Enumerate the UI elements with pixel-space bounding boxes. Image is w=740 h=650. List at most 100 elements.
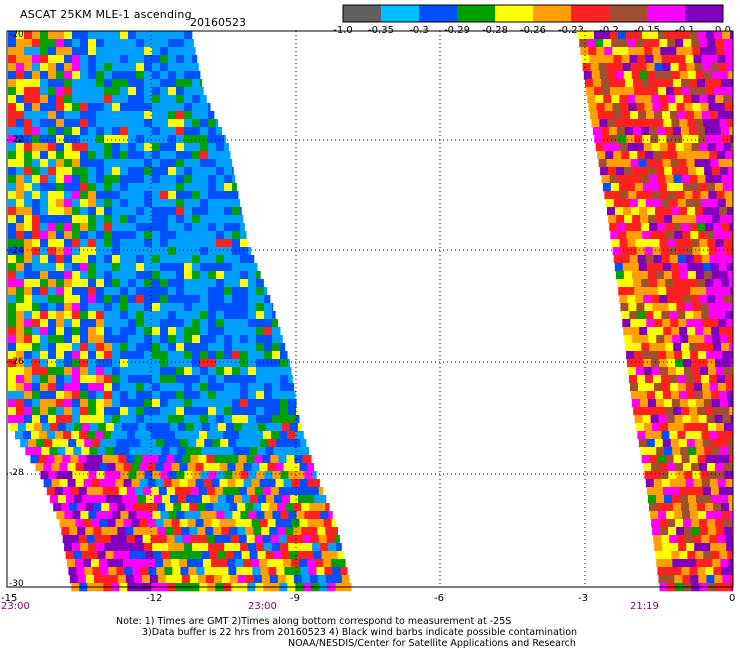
- data-cell: [662, 63, 671, 72]
- data-cell: [148, 439, 157, 448]
- data-cell: [689, 223, 698, 232]
- data-cell: [204, 439, 213, 448]
- data-cell: [160, 263, 169, 272]
- data-cell: [40, 343, 49, 352]
- data-cell: [8, 207, 17, 216]
- data-cell: [682, 31, 691, 40]
- data-cell: [677, 431, 686, 440]
- data-cell: [160, 231, 169, 240]
- data-cell: [256, 263, 258, 272]
- data-cell: [216, 239, 225, 248]
- data-cell: [635, 295, 644, 304]
- data-cell: [77, 503, 86, 512]
- data-cell: [25, 423, 35, 432]
- data-cell: [654, 439, 664, 448]
- data-cell: [200, 135, 209, 144]
- data-cell: [184, 407, 193, 416]
- data-cell: [663, 271, 673, 280]
- data-cell: [56, 239, 65, 248]
- data-cell: [240, 343, 249, 352]
- data-cell: [168, 295, 177, 304]
- data-cell: [40, 175, 49, 184]
- data-cell: [224, 375, 233, 384]
- data-cell: [104, 207, 113, 216]
- data-cell: [184, 399, 193, 408]
- data-cell: [604, 191, 613, 200]
- data-cell: [612, 103, 621, 112]
- data-cell: [184, 151, 193, 160]
- data-cell: [81, 447, 90, 456]
- data-cell: [703, 551, 712, 560]
- data-cell: [104, 263, 113, 272]
- data-cell: [224, 199, 233, 208]
- data-cell: [171, 463, 180, 472]
- data-cell: [16, 215, 25, 224]
- data-cell: [726, 439, 734, 448]
- data-cell: [717, 311, 726, 320]
- data-cell: [674, 135, 683, 144]
- data-cell: [724, 247, 733, 256]
- data-cell: [88, 255, 97, 264]
- data-cell: [136, 303, 145, 312]
- data-cell: [331, 519, 336, 528]
- data-cell: [625, 223, 634, 232]
- data-cell: [728, 495, 734, 504]
- data-cell: [206, 455, 215, 464]
- data-cell: [144, 247, 153, 256]
- data-cell: [723, 519, 732, 528]
- data-cell: [128, 343, 137, 352]
- data-cell: [660, 103, 669, 112]
- data-cell: [172, 567, 181, 576]
- data-cell: [139, 519, 148, 528]
- data-cell: [15, 431, 24, 440]
- data-cell: [264, 319, 273, 328]
- data-cell: [96, 111, 105, 120]
- data-cell: [698, 287, 707, 296]
- data-cell: [724, 471, 733, 480]
- data-cell: [56, 263, 65, 272]
- data-cell: [315, 519, 324, 528]
- data-cell: [216, 119, 219, 128]
- data-cell: [722, 287, 731, 296]
- data-cell: [24, 119, 33, 128]
- data-cell: [710, 263, 720, 272]
- data-cell: [80, 239, 89, 248]
- data-cell: [24, 31, 33, 40]
- data-cell: [314, 495, 323, 504]
- data-cell: [726, 487, 734, 496]
- data-cell: [720, 215, 729, 224]
- data-cell: [637, 151, 646, 160]
- data-cell: [635, 39, 644, 48]
- data-cell: [280, 351, 288, 360]
- data-cell: [683, 519, 692, 528]
- data-cell: [706, 87, 715, 96]
- data-cell: [638, 63, 647, 72]
- data-cell: [652, 247, 661, 256]
- data-cell: [724, 103, 733, 112]
- data-cell: [104, 335, 113, 344]
- data-cell: [695, 551, 704, 560]
- data-cell: [200, 95, 207, 104]
- data-cell: [674, 183, 684, 192]
- data-cell: [240, 231, 247, 240]
- data-cell: [160, 391, 169, 400]
- data-cell: [112, 223, 121, 232]
- data-cell: [704, 167, 713, 176]
- data-cell: [219, 479, 228, 488]
- data-cell: [262, 487, 272, 496]
- data-cell: [256, 383, 265, 392]
- data-cell: [136, 191, 145, 200]
- data-cell: [224, 207, 233, 216]
- data-cell: [104, 239, 113, 248]
- data-cell: [723, 239, 732, 248]
- data-cell: [725, 535, 734, 544]
- data-cell: [83, 479, 92, 488]
- data-cell: [184, 103, 193, 112]
- data-cell: [48, 319, 57, 328]
- data-cell: [610, 31, 619, 40]
- data-cell: [136, 71, 145, 80]
- data-cell: [184, 311, 193, 320]
- data-cell: [40, 391, 49, 400]
- data-cell: [136, 39, 145, 48]
- data-cell: [715, 239, 724, 248]
